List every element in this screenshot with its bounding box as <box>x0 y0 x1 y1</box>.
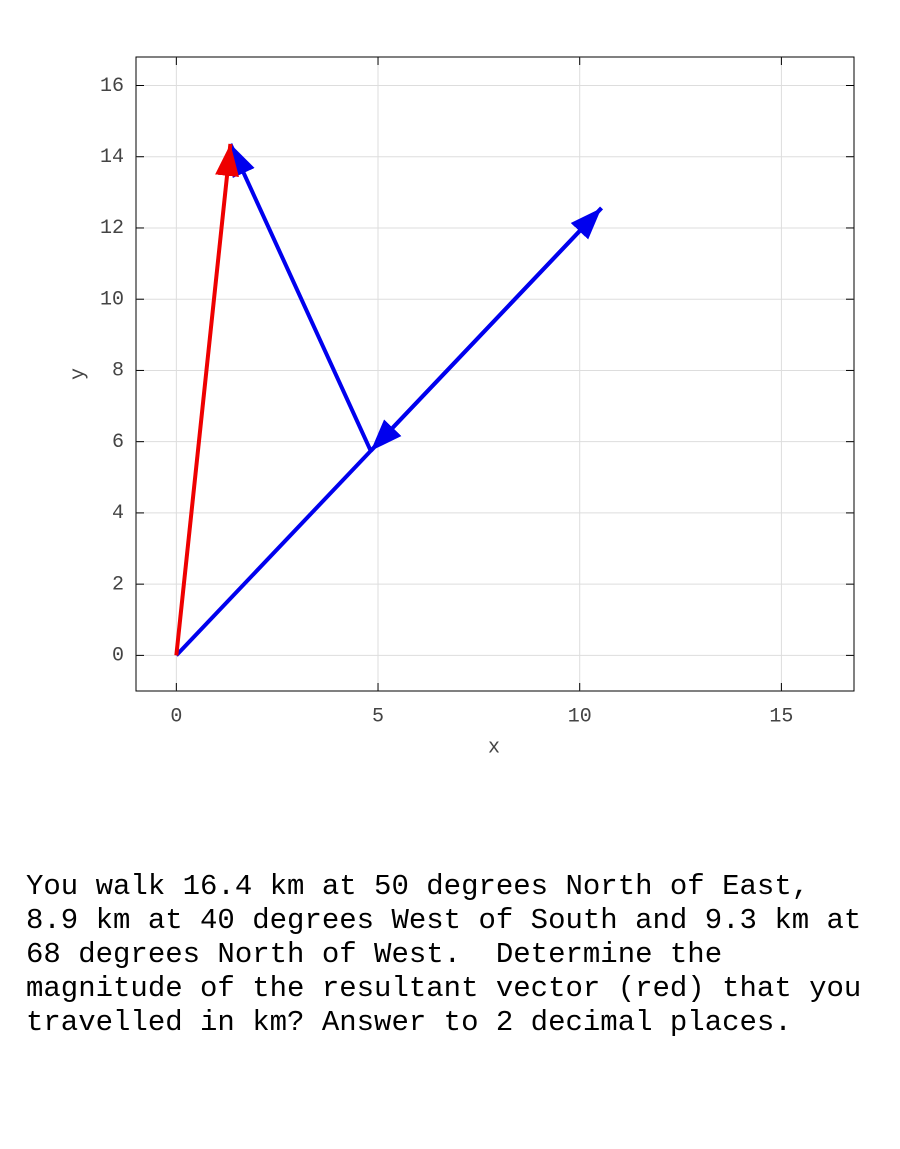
plot-frame <box>135 56 855 692</box>
y-tick-label: 2 <box>112 573 124 596</box>
vector-arrow <box>174 143 239 656</box>
question-text: You walk 16.4 km at 50 degrees North of … <box>26 870 879 1039</box>
y-tick-label: 14 <box>100 146 124 169</box>
vector-arrow <box>228 143 373 452</box>
y-tick-label: 6 <box>112 431 124 454</box>
x-axis-label: x <box>488 736 500 759</box>
x-tick-label: 0 <box>170 705 182 728</box>
y-tick-label: 12 <box>100 217 124 240</box>
y-tick-label: 10 <box>100 288 124 311</box>
vector-arrow <box>369 206 603 453</box>
y-axis-label: y <box>67 368 90 380</box>
y-tick-label: 8 <box>112 360 124 383</box>
x-tick-label: 15 <box>769 705 793 728</box>
chart: x y 0 5 10 15 0 2 4 6 8 10 12 14 16 <box>67 56 855 759</box>
x-tick-label: 10 <box>568 705 592 728</box>
x-tick-label: 5 <box>372 705 384 728</box>
y-tick-label: 16 <box>100 75 124 98</box>
y-tick-label: 4 <box>112 502 124 525</box>
y-tick-label: 0 <box>112 645 124 668</box>
